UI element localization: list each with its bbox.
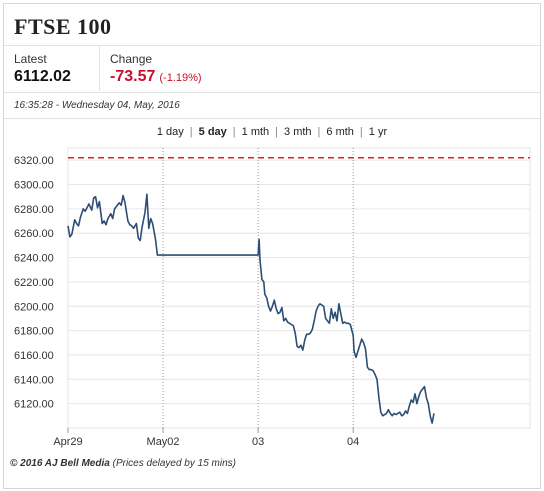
x-tick-label: Apr29	[53, 436, 82, 448]
change-percent: (-1.19%)	[159, 72, 202, 84]
y-tick-label: 6240.00	[14, 253, 54, 265]
footer: © 2016 AJ Bell Media (Prices delayed by …	[10, 458, 236, 469]
tab-separator: |	[275, 126, 279, 138]
tab-6-mth[interactable]: 6 mth	[326, 126, 354, 138]
y-tick-label: 6140.00	[14, 374, 54, 386]
y-tick-label: 6120.00	[14, 399, 54, 411]
y-tick-label: 6280.00	[14, 204, 54, 216]
x-tick-label: 03	[252, 436, 264, 448]
range-tabs: 1 day | 5 day | 1 mth | 3 mth | 6 mth | 1 yr	[4, 126, 540, 138]
tab-5-day[interactable]: 5 day	[198, 126, 227, 138]
divider	[4, 118, 540, 119]
y-tick-label: 6260.00	[14, 228, 54, 240]
divider	[4, 45, 540, 46]
x-tick-label: 04	[347, 436, 359, 448]
change-value: -73.57 (-1.19%)	[110, 68, 202, 86]
tab-1-yr[interactable]: 1 yr	[368, 126, 388, 138]
tab-separator: |	[232, 126, 236, 138]
tab-1-mth[interactable]: 1 mth	[241, 126, 270, 138]
stat-separator	[99, 46, 100, 91]
tab-3-mth[interactable]: 3 mth	[284, 126, 312, 138]
timestamp: 16:35:28 - Wednesday 04, May, 2016	[14, 100, 180, 111]
change-label: Change	[110, 52, 153, 66]
y-tick-label: 6180.00	[14, 326, 54, 338]
tab-separator: |	[317, 126, 321, 138]
x-tick-label: May02	[147, 436, 180, 448]
change-amount: -73.57	[110, 68, 156, 85]
y-tick-label: 6300.00	[14, 180, 54, 192]
ftse-series-line	[67, 193, 435, 424]
tab-separator: |	[189, 126, 193, 138]
ftse-widget: FTSE 100 Latest 6112.02 Change -73.57 (-1…	[3, 3, 541, 489]
y-tick-label: 6220.00	[14, 277, 54, 289]
y-tick-label: 6320.00	[14, 155, 54, 167]
index-title: FTSE 100	[14, 14, 112, 39]
y-tick-label: 6200.00	[14, 301, 54, 313]
delay-note: (Prices delayed by 15 mins)	[112, 458, 236, 469]
y-tick-label: 6160.00	[14, 350, 54, 362]
divider	[4, 92, 540, 93]
tab-separator: |	[359, 126, 363, 138]
copyright: © 2016 AJ Bell Media	[10, 458, 110, 469]
tab-1-day[interactable]: 1 day	[156, 126, 184, 138]
latest-value: 6112.02	[14, 68, 71, 85]
plot-area	[67, 147, 531, 429]
latest-label: Latest	[14, 52, 47, 66]
